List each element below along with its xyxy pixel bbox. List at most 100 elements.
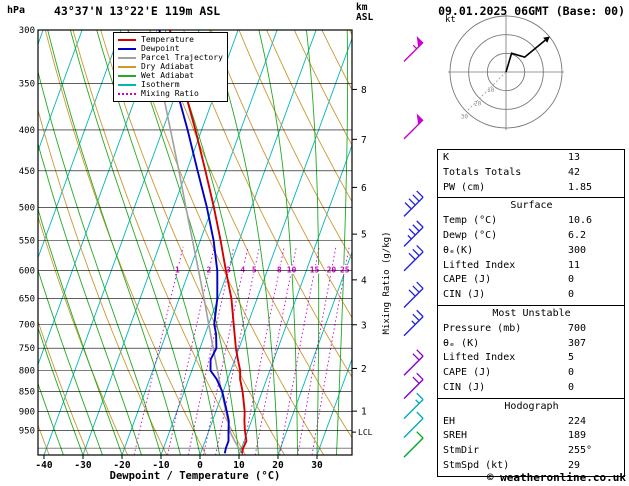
legend-item-label: Dewpoint [141,44,180,53]
stat-label: PW (cm) [443,181,486,193]
stat-value: 189 [568,430,587,442]
hodograph-ring-label: 20 [474,100,482,107]
legend-color-swatch [118,83,136,86]
hodograph-arrow [543,36,550,43]
stat-row: EH 224 [443,415,620,430]
legend-item-label: Isotherm [141,80,180,89]
stats-box: Hodograph EH 224 SREH 189 StmDir 255° StmSpd (k… [437,397,625,477]
mixing-ratio-value-label: 5 [252,266,257,275]
stat-label: CIN (J) [443,289,486,301]
km-tick-label: 4 [361,275,367,286]
stat-value: 0 [568,289,575,301]
legend-item: Parcel Trajectory [118,53,223,62]
pressure-tick-label: 850 [19,388,35,398]
temperature-curve [168,30,248,454]
stat-value: 10.6 [568,215,593,227]
km-tick-label: 6 [361,183,367,194]
stats-box: Surface Temp (°C) 10.6 Dewp (°C) 6.2 θₑ(K) 300… [437,197,625,306]
mixing-ratio-value-label: 20 [327,266,337,275]
pressure-tick-label: 600 [19,267,35,277]
stats-box-title: Hodograph [504,400,559,412]
stat-value: 307 [568,337,587,349]
legend-color-swatch [118,38,136,41]
hodograph-ring-label: 10 [487,87,495,94]
stat-value: 42 [568,166,581,178]
temperature-tick-labels: -40 -30 -20 -10 0 10 20 30 [35,455,323,471]
stat-value: 300 [568,244,587,256]
stat-value: 13 [568,152,581,163]
mixing-ratio-lines: 1 2 3 4 5 8 10 15 20 25 [133,246,351,455]
wind-barb [403,392,424,420]
stat-row: Lifted Index 5 [443,351,620,366]
stat-row: CIN (J) 0 [443,381,620,396]
pressure-tick-label: 400 [19,126,35,136]
mixing-ratio-value-label: 1 [175,266,180,275]
wind-barb [403,220,424,247]
km-tick-label: 8 [361,85,367,96]
dewpoint-curve [158,30,230,454]
km-tick-label: 2 [361,364,367,375]
skewt-chart: 1 2 3 4 5 8 10 15 20 2530035040045050055060065070… [19,26,424,471]
isotherm-lines [38,30,352,455]
stat-label: θₑ(K) [443,244,474,256]
hodograph-unit-label: kt [445,15,456,25]
wind-barb [403,245,424,272]
stat-label: Pressure (mb) [443,322,522,334]
stat-row: K 13 [443,151,620,166]
pressure-tick-label: 300 [19,26,35,36]
wind-barb [403,281,424,309]
pressure-tick-label: 800 [19,367,35,377]
pressure-tick-label: 700 [19,320,35,330]
km-tick-label: 3 [361,320,367,331]
pressure-tick-label: 650 [19,295,35,305]
pressure-tick-label: 900 [19,408,35,418]
legend-item: Isotherm [118,80,223,89]
legend-color-swatch [118,92,136,95]
stat-label: K [443,152,450,163]
hodograph-radial [466,71,507,112]
temp-tick-label: 0 [197,460,203,471]
legend-item: Mixing Ratio [118,89,223,98]
stat-value: 700 [568,322,587,334]
km-tick-label: 5 [361,230,367,241]
stat-row: Totals Totals 42 [443,166,620,181]
mixing-ratio-value-label: 3 [226,266,231,275]
mixing-ratio-value-label: 8 [277,266,282,275]
stat-label: Lifted Index [443,259,516,271]
stat-value: 6.2 [568,229,587,241]
stat-row: StmSpd (kt) 29 [443,459,620,474]
legend-item: Temperature [118,35,223,44]
wind-barb [403,372,424,400]
stat-row: PW (cm) 1.85 [443,181,620,196]
mixing-ratio-axis-label: Mixing Ratio (g/kg) [382,232,392,335]
legend-color-swatch [118,56,136,59]
temp-tick-label: -20 [113,460,130,471]
stat-label: StmSpd (kt) [443,459,510,471]
pressure-tick-label: 450 [19,167,35,177]
pressure-tick-label: 750 [19,344,35,354]
wind-barb-column [403,35,424,458]
hodograph-trace [505,39,546,73]
stat-value: 1.85 [568,181,593,193]
stats-box: K 13 Totals Totals 42 PW (cm) 1.85 [437,149,625,199]
stat-row: CAPE (J) 0 [443,366,620,381]
stat-row: Temp (°C) 10.6 [443,214,620,229]
mixing-ratio-value-label: 2 [207,266,212,275]
stat-value: 255° [568,445,593,457]
stat-label: Dewp (°C) [443,229,498,241]
datetime-label: 09.01.2025 06GMT (Base: 00) [438,4,625,18]
page-title: 43°37'N 13°22'E 119m ASL [54,4,221,18]
stats-box-title: Surface [510,200,553,212]
temp-tick-label: -30 [74,460,91,471]
legend-item: Dewpoint [118,44,223,53]
km-label: km [356,2,368,13]
stat-value: 0 [568,367,575,379]
legend-color-swatch [118,47,136,50]
legend-color-swatch [118,74,136,77]
pressure-tick-label: 500 [19,203,35,213]
mixing-ratio-value-label: 25 [340,266,350,275]
wind-barb [403,431,424,458]
stat-row: StmDir 255° [443,444,620,459]
temp-tick-label: 10 [233,460,245,471]
